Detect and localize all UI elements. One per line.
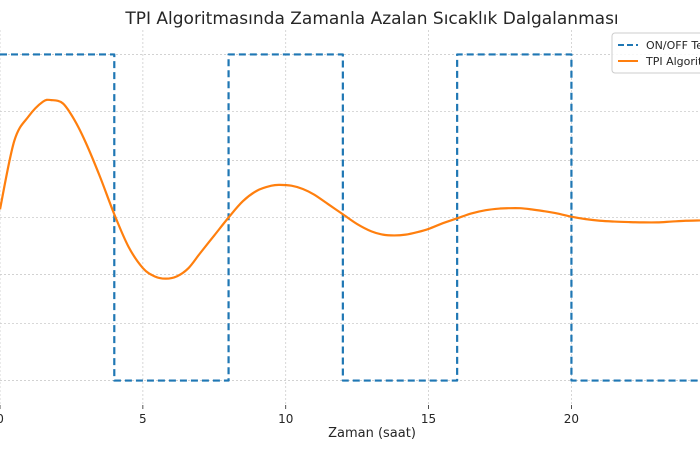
series-line-tpi <box>0 98 700 280</box>
x-axis: 0 5 10 15 20 <box>0 405 579 426</box>
grid <box>0 30 700 405</box>
x-tick-label: 0 <box>0 412 4 426</box>
x-tick-label: 15 <box>421 412 436 426</box>
legend-label-onoff: ON/OFF Te <box>646 39 700 52</box>
legend-box <box>611 32 700 74</box>
x-tick-label: 20 <box>564 412 579 426</box>
x-tick-label: 10 <box>278 412 293 426</box>
legend-label-tpi: TPI Algorit <box>645 55 700 68</box>
series-line-onoff <box>0 53 700 382</box>
x-tick-label: 5 <box>139 412 147 426</box>
legend: ON/OFF Te TPI Algorit <box>611 32 700 74</box>
chart-title: TPI Algoritmasında Zamanla Azalan Sıcakl… <box>124 9 618 29</box>
plot-area <box>0 53 700 382</box>
x-axis-label: Zaman (saat) <box>328 426 416 441</box>
